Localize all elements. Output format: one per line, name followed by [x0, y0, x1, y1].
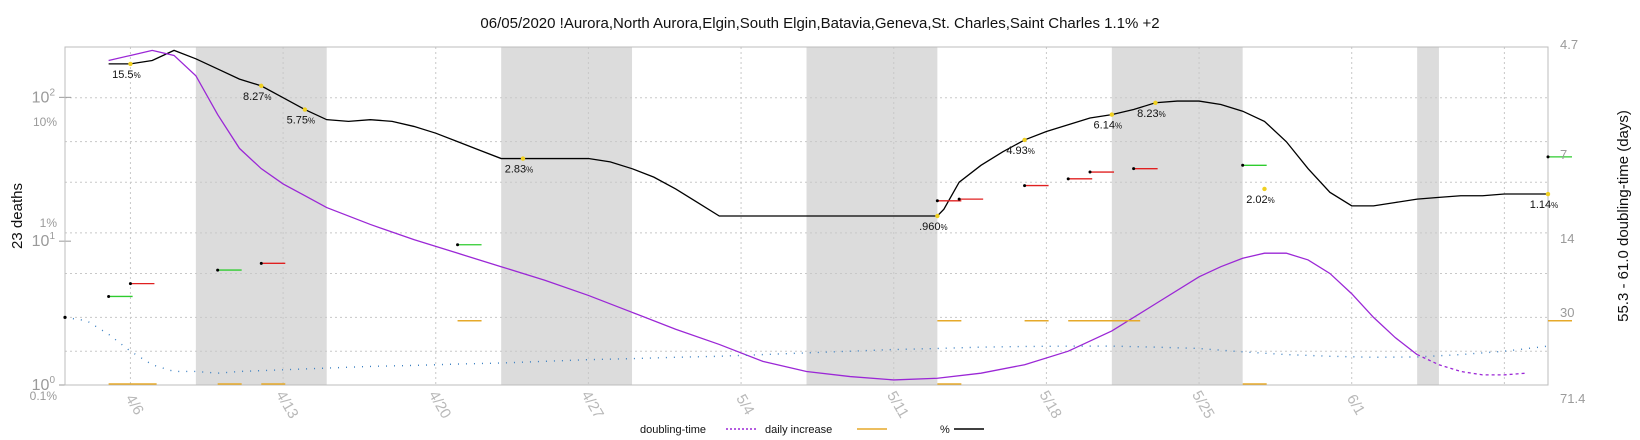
left-y-pct-label: 0.1%	[30, 389, 58, 403]
annotation-layer: 15.5% 8.27% 5.75% 2.83% .960% 4.93% 6.14% 8.23%…	[112, 61, 1559, 233]
doubling-marker-dot	[1546, 155, 1550, 159]
x-tick-label: 4/13	[272, 388, 301, 422]
left-y-pct-label: 1%	[40, 216, 58, 230]
doubling-marker-dot	[107, 294, 111, 298]
legend-label: doubling-time	[640, 424, 706, 436]
pct-unit: %	[526, 166, 533, 175]
weekend-bands	[195, 47, 1439, 385]
doubling-marker-dot	[1241, 163, 1245, 167]
doubling-marker-dot	[1066, 177, 1070, 181]
pct-point	[302, 107, 308, 112]
pct-point	[1545, 191, 1551, 197]
pct-unit: %	[134, 71, 141, 80]
pct-point	[1109, 112, 1115, 117]
legend-label: %	[940, 424, 950, 436]
x-tick-label: 5/11	[883, 388, 912, 421]
pct-annotation: 15.5%	[112, 69, 141, 81]
x-tick-label: 4/20	[425, 388, 454, 422]
doubling-marker-dot	[1132, 167, 1136, 171]
series-doubling-time-line	[108, 49, 1418, 381]
chart-title: 06/05/2020 !Aurora,North Aurora,Elgin,So…	[480, 15, 1159, 32]
pct-unit: %	[1115, 122, 1122, 131]
pct-annotation: .960%	[919, 221, 948, 233]
x-tick-label: 6/1	[1343, 391, 1368, 418]
x-tick-label: 4/6	[122, 391, 147, 418]
weekend-band	[1111, 47, 1243, 385]
pct-unit: %	[1268, 196, 1275, 205]
pct-point	[520, 156, 526, 161]
pct-annotation: 8.23%	[1137, 108, 1166, 120]
series-doubling-time-dashed	[1416, 353, 1527, 376]
right-y-axis-label: 55.3 - 61.0 doubling-time (days)	[1615, 110, 1632, 322]
legend: doubling-time daily increase%	[640, 424, 984, 436]
x-tick-label: 5/25	[1188, 388, 1217, 422]
x-tick-labels: 4/6 4/13 4/20 4/27 5/4 5/11 5/18 5/25 6/1	[122, 388, 1368, 422]
left-y-pct-label: 10%	[33, 115, 57, 129]
pct-point	[259, 83, 264, 89]
doubling-marker-dot	[259, 261, 263, 265]
weekend-band	[1417, 47, 1439, 385]
weekend-band	[501, 47, 633, 385]
pct-annotation: 5.75%	[287, 115, 316, 127]
pct-point	[128, 61, 133, 67]
pct-point	[1153, 100, 1158, 105]
series---line	[108, 49, 1548, 217]
x-tick-label: 5/18	[1036, 388, 1065, 422]
right-y-tick-label: 71.4	[1560, 391, 1585, 406]
tick-exponent: 0	[49, 375, 55, 386]
weekend-band	[195, 47, 327, 385]
right-y-tick-label: 30	[1560, 305, 1574, 320]
left-y-axis-label: 23 deaths	[9, 183, 26, 249]
pct-point	[1262, 186, 1267, 192]
doubling-marker-dot	[1088, 170, 1092, 174]
doubling-marker-dot	[935, 199, 939, 203]
pct-annotation: 6.14%	[1094, 120, 1123, 132]
pct-annotation: 2.83%	[505, 164, 534, 176]
pct-point	[1022, 137, 1027, 143]
series-trend-line	[64, 316, 1549, 374]
pct-annotation: 1.14%	[1530, 199, 1559, 211]
start-point	[63, 315, 67, 319]
doubling-marker-dot	[456, 243, 460, 247]
marker-layer	[107, 155, 1572, 385]
right-y-tick-label: 7	[1560, 147, 1567, 162]
pct-point	[935, 213, 940, 219]
plot-frame	[64, 46, 1549, 386]
right-y-tick-label: 4.7	[1560, 37, 1578, 52]
right-y-tick-label: 14	[1560, 231, 1574, 246]
pct-unit: %	[264, 93, 271, 102]
left-y-tick-label: 101	[32, 231, 56, 250]
pct-annotation: 4.93%	[1006, 145, 1035, 157]
pct-unit: %	[1551, 201, 1558, 210]
pct-unit: %	[941, 223, 948, 232]
doubling-marker-dot	[216, 268, 220, 272]
pct-annotation: 8.27%	[243, 91, 272, 103]
legend-label: daily increase	[765, 424, 832, 436]
tick-exponent: 1	[49, 231, 55, 242]
series-layer	[63, 49, 1549, 381]
x-tick-label: 5/4	[732, 391, 757, 418]
grid-lines	[59, 47, 1548, 386]
pct-unit: %	[1159, 110, 1166, 119]
doubling-marker-dot	[1023, 184, 1027, 188]
pct-unit: %	[1028, 147, 1035, 156]
doubling-marker-dot	[128, 282, 132, 286]
left-y-tick-label: 102	[32, 87, 56, 106]
pct-unit: %	[308, 117, 315, 126]
doubling-marker-dot	[957, 197, 961, 201]
tick-exponent: 2	[49, 87, 55, 98]
right-y-tick-labels: 4.7 7 14 30 71.4	[1560, 37, 1585, 406]
pct-annotation: 2.02%	[1246, 194, 1275, 206]
x-tick-label: 4/27	[578, 388, 607, 422]
